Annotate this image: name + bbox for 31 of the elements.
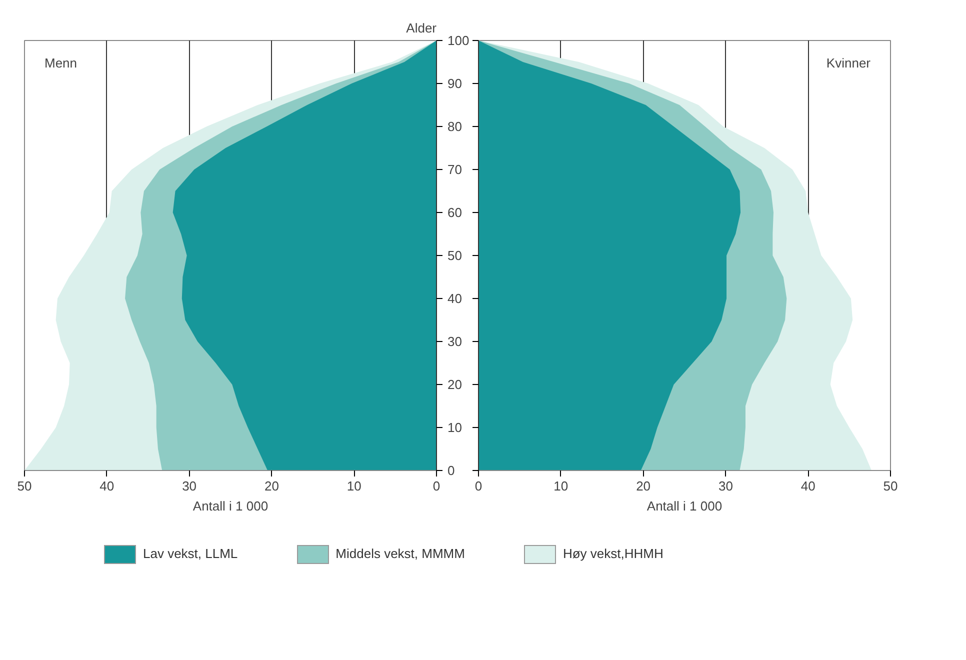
x-axis-title: Antall i 1 000 xyxy=(192,498,268,514)
x-tick-label: 40 xyxy=(100,478,114,494)
y-tick-label: 50 xyxy=(448,248,462,263)
x-tick-label: 0 xyxy=(474,478,482,494)
y-tick-label: 10 xyxy=(448,420,462,435)
x-tick-label: 30 xyxy=(182,478,197,494)
x-tick-label: 40 xyxy=(800,478,816,494)
y-tick-label: 70 xyxy=(448,162,462,177)
y-tick-label: 20 xyxy=(448,377,462,392)
legend-label: Høy vekst,HHMH xyxy=(562,545,664,563)
x-tick-label: 10 xyxy=(554,478,568,494)
x-axis-title: Antall i 1 000 xyxy=(646,498,722,514)
text: Kvinner xyxy=(826,56,872,70)
y-tick-label: 100 xyxy=(448,33,470,48)
x-tick-label: 20 xyxy=(264,478,279,494)
x-tick-label: 0 xyxy=(432,478,440,494)
legend-label: Lav vekst, LLML xyxy=(143,545,238,563)
x-tick-label: 30 xyxy=(718,478,733,494)
x-tick-label: 20 xyxy=(636,478,651,494)
text: Menn xyxy=(44,56,78,70)
y-tick-label: 90 xyxy=(448,76,462,91)
y-tick-label: 0 xyxy=(448,463,455,478)
legend-label: Middels vekst, MMMM xyxy=(336,545,465,563)
y-tick-label: 80 xyxy=(448,119,462,134)
x-tick-label: 50 xyxy=(17,478,32,494)
x-tick-label: 10 xyxy=(346,478,362,494)
x-tick-label: 50 xyxy=(883,478,898,494)
y-tick-label: 40 xyxy=(448,291,462,306)
y-tick-label: 60 xyxy=(448,205,462,220)
y-tick-label: 30 xyxy=(448,334,462,349)
y-axis-title: Alder xyxy=(406,20,438,36)
